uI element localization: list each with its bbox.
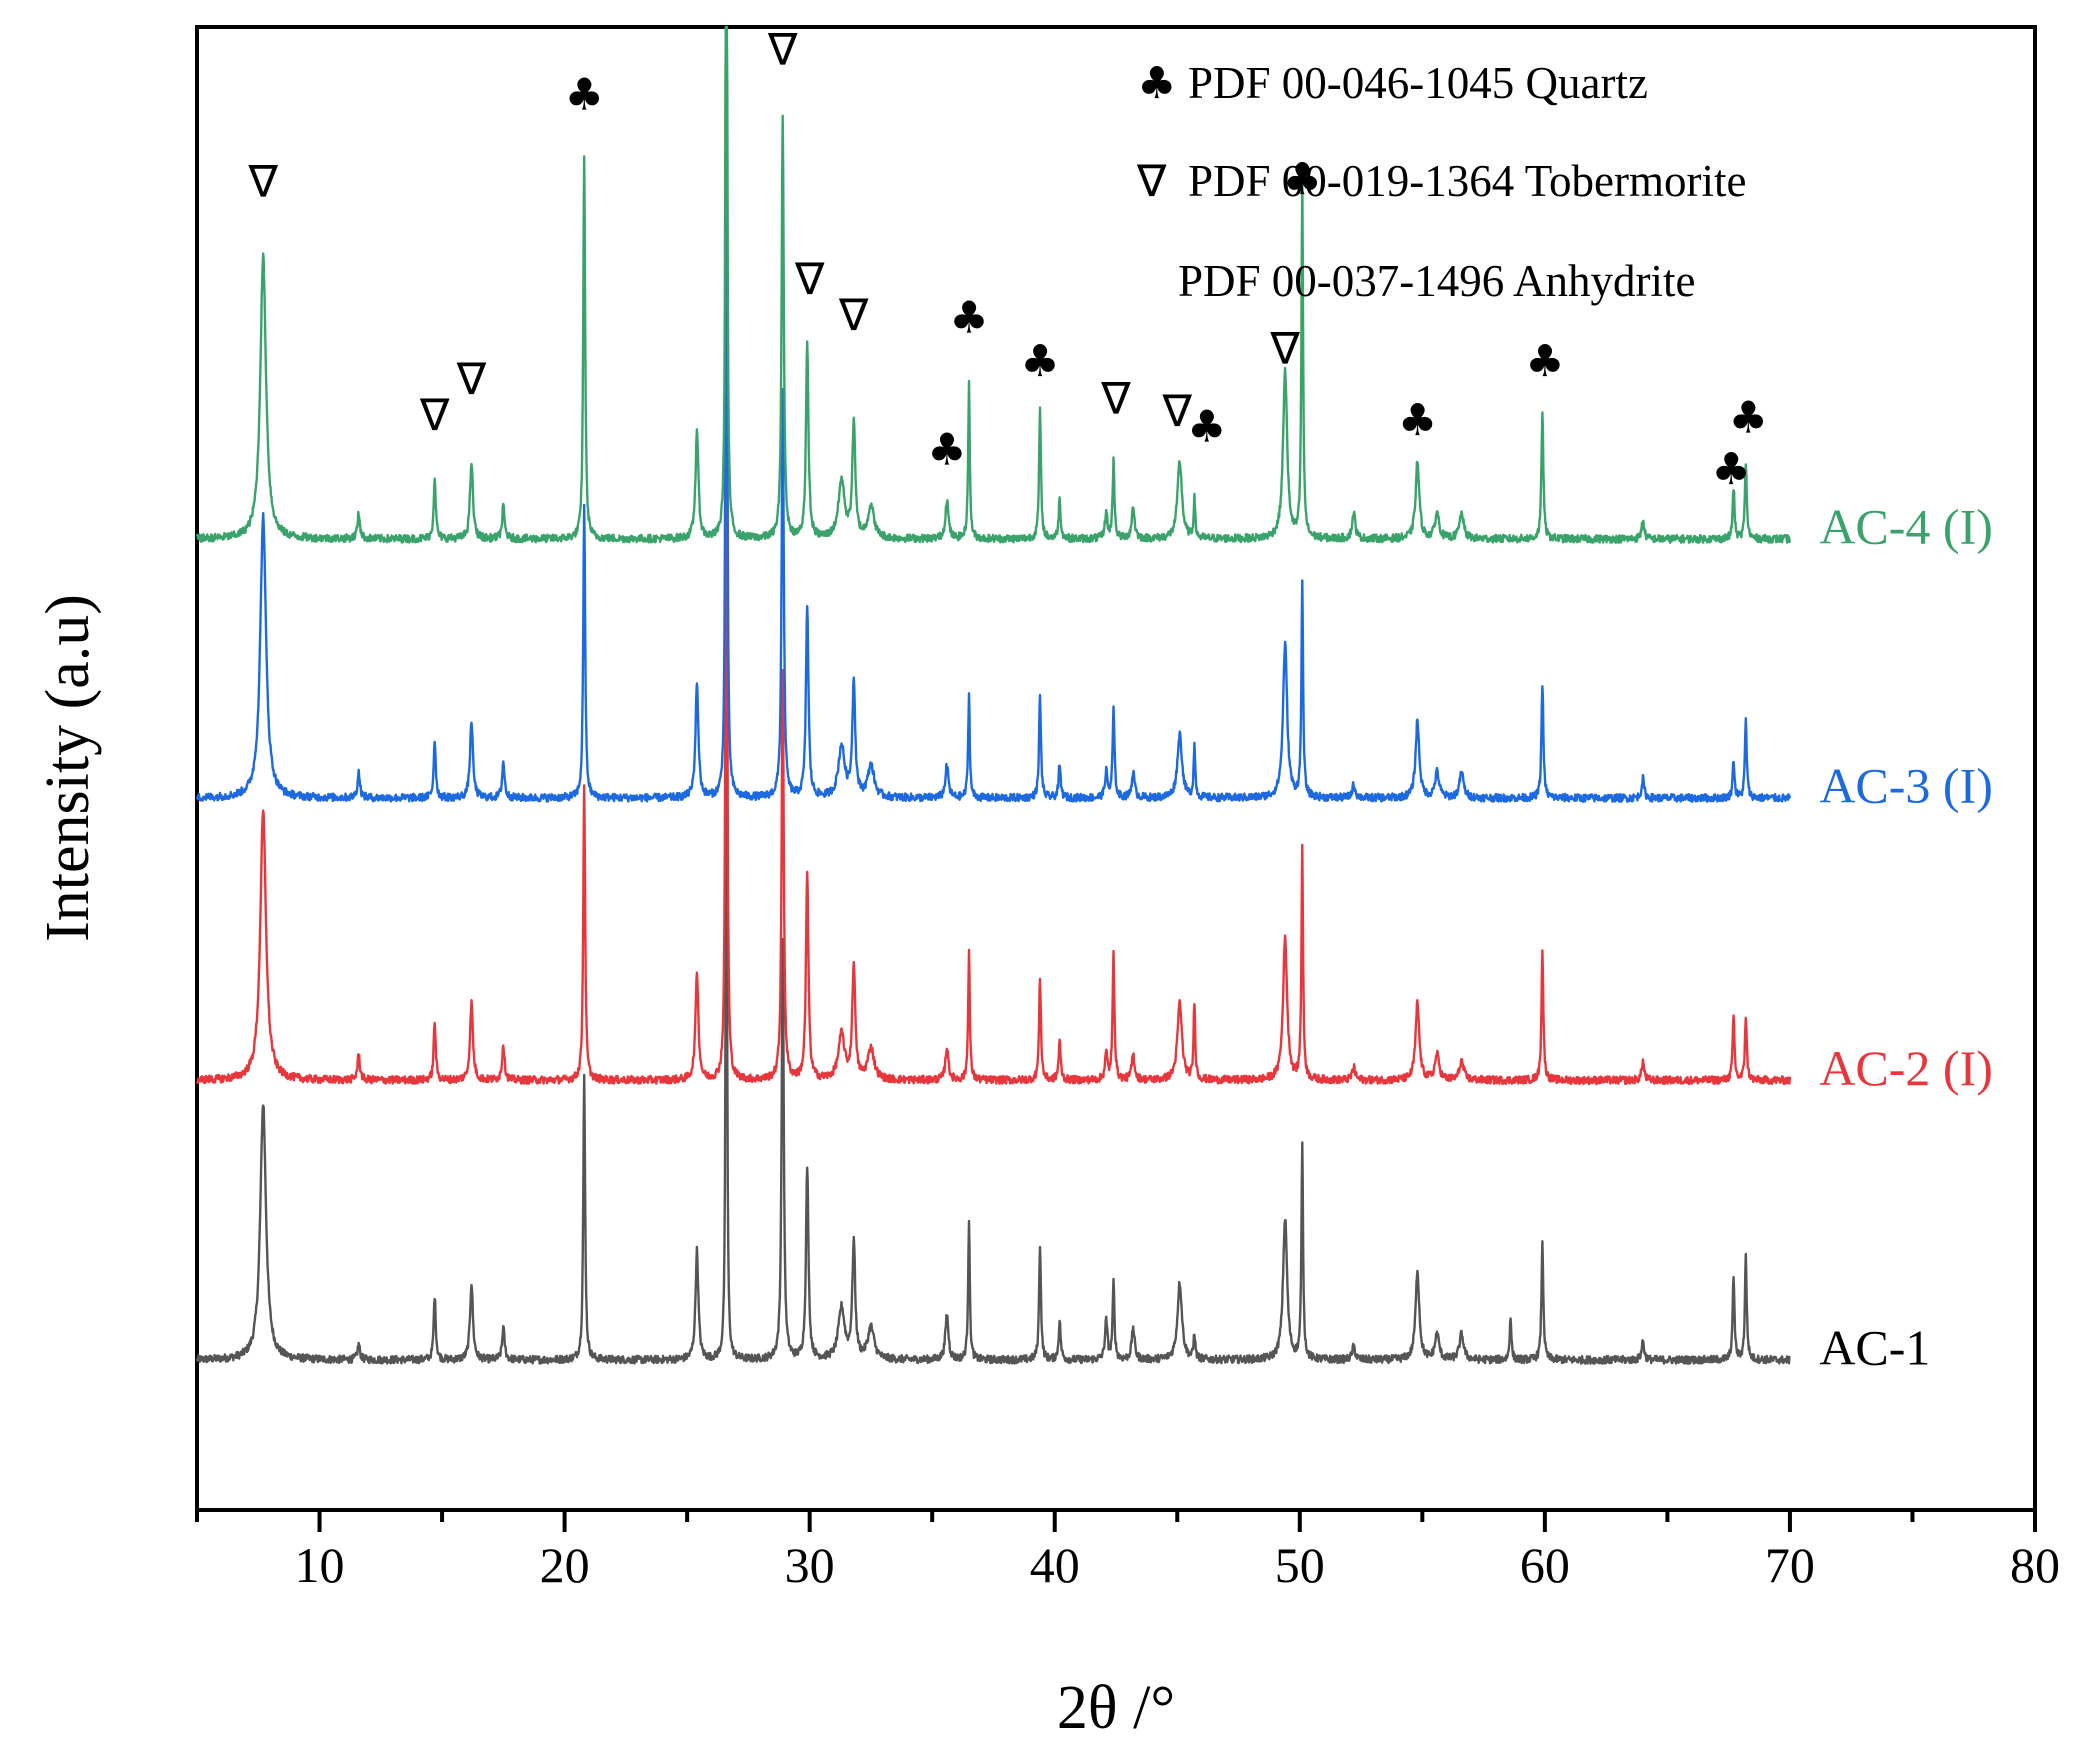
quartz-marker: ♣ [1020,336,1059,387]
x-tick-label: 40 [1030,1537,1080,1593]
tobermorite-marker: ∇ [794,254,825,305]
x-axis-title: 2θ /° [1057,1674,1175,1742]
x-tick-label: 60 [1520,1537,1570,1593]
peak-markers: ∇∇∇♣♣∇∇∇♣♣♣∇∇♣∇♣♣♣♣♣ [247,24,1768,495]
series-line-ac-4-i [195,25,1792,544]
tobermorite-marker: ∇ [838,290,869,341]
quartz-marker: ♣ [949,292,988,343]
x-tick-label: 50 [1275,1537,1325,1593]
series-labels: AC-1 AC-2 (I) AC-3 (I) AC-4 (I) [1819,498,1993,1375]
y-axis-title: Intensity (a.u) [34,594,102,942]
quartz-marker: ♣ [1187,402,1226,453]
x-tick-label: 30 [785,1537,835,1593]
x-axis: 10 20 30 40 50 60 70 80 [195,1510,2060,1593]
tobermorite-marker: ∇ [247,157,278,208]
quartz-marker: ♣ [1711,444,1750,495]
series-layer [195,25,1792,1365]
quartz-marker: ♣ [564,69,603,120]
x-tick-label: 20 [540,1537,590,1593]
tobermorite-marker: ∇ [1162,386,1193,437]
series-label-ac-2-i: AC-2 (I) [1819,1040,1993,1096]
legend-text-quartz: PDF 00-046-1045 Quartz [1188,58,1648,108]
series-line-ac-1 [195,500,1791,1365]
quartz-marker: ♣ [1525,336,1564,387]
legend-text-anhydrite: PDF 00-037-1496 Anhydrite [1178,256,1696,306]
tobermorite-marker: ∇ [1269,323,1300,374]
series-label-ac-1: AC-1 [1819,1319,1930,1375]
legend-symbol-quartz: ♣ [1137,58,1176,109]
x-tick-label: 10 [295,1537,345,1593]
series-label-ac-4-i: AC-4 (I) [1819,498,1993,554]
series-line-ac-2-i [195,25,1792,1086]
tobermorite-marker: ∇ [456,354,487,405]
quartz-marker: ♣ [1398,395,1437,446]
quartz-marker: ♣ [1283,154,1322,205]
plot-frame [195,25,2037,1512]
legend-text-tobermorite: PDF 00-019-1364 Tobermorite [1188,156,1746,206]
series-label-ac-3-i: AC-3 (I) [1819,758,1993,814]
quartz-marker: ♣ [1729,393,1768,444]
series-line-ac-3-i [195,25,1792,803]
tobermorite-marker: ∇ [1100,373,1131,424]
legend-symbol-tobermorite: ∇ [1136,156,1167,207]
x-tick-label: 80 [2010,1537,2060,1593]
tobermorite-marker: ∇ [419,390,450,441]
x-tick-label: 70 [1765,1537,1815,1593]
quartz-marker: ♣ [927,425,966,476]
tobermorite-marker: ∇ [767,24,798,75]
legend: ♣ PDF 00-046-1045 Quartz ∇ PDF 00-019-13… [1136,58,1746,306]
